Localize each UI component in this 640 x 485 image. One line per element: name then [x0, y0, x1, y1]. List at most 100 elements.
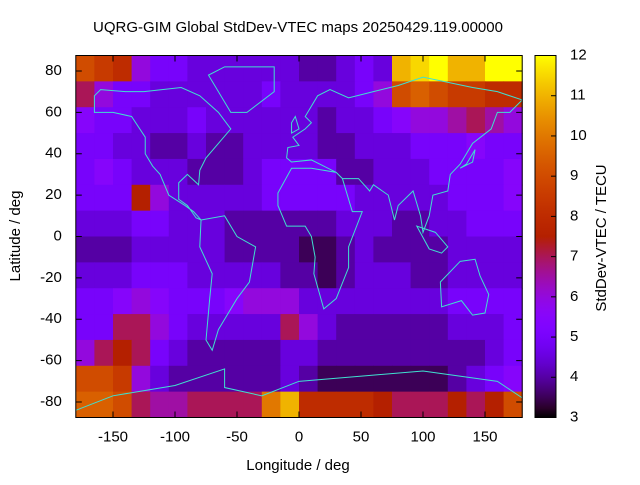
heatmap-cell: [75, 262, 95, 289]
heatmap-cell: [373, 55, 393, 82]
heatmap-cell: [410, 158, 430, 186]
heatmap-cell: [429, 184, 449, 212]
heatmap-cell: [447, 81, 467, 108]
heatmap-cell: [168, 314, 188, 341]
heatmap-cell: [280, 55, 300, 82]
heatmap-cell: [299, 288, 319, 315]
heatmap-cell: [447, 391, 467, 418]
heatmap-cell: [75, 133, 95, 160]
heatmap-cell: [299, 339, 319, 367]
heatmap-cell: [131, 158, 151, 186]
heatmap-cell: [373, 314, 393, 341]
heatmap-cell: [243, 107, 263, 134]
heatmap-cell: [336, 133, 356, 160]
heatmap-cell: [113, 184, 133, 212]
heatmap-cell: [503, 133, 523, 160]
heatmap-cell: [131, 236, 151, 263]
heatmap-cell: [466, 236, 486, 263]
heatmap-cell: [261, 158, 281, 186]
heatmap-cell: [336, 210, 356, 237]
heatmap-cell: [336, 339, 356, 367]
heatmap-cell: [224, 81, 244, 108]
heatmap-cell: [317, 288, 337, 315]
heatmap-cell: [150, 391, 170, 418]
heatmap-cell: [373, 158, 393, 186]
heatmap: [75, 55, 523, 418]
heatmap-cell: [447, 339, 467, 367]
heatmap-cell: [243, 158, 263, 186]
heatmap-cell: [503, 236, 523, 263]
heatmap-cell: [429, 81, 449, 108]
heatmap-cell: [224, 314, 244, 341]
heatmap-cell: [410, 107, 430, 134]
heatmap-cell: [410, 339, 430, 367]
heatmap-cell: [113, 107, 133, 134]
heatmap-cell: [447, 158, 467, 186]
heatmap-cell: [336, 391, 356, 418]
heatmap-cell: [280, 365, 300, 393]
coastlines: [76, 67, 522, 410]
colorbar-tick-label: 6: [570, 288, 578, 305]
heatmap-cell: [94, 81, 114, 108]
heatmap-cell: [206, 184, 226, 212]
heatmap-cell: [447, 365, 467, 393]
heatmap-cell: [131, 288, 151, 315]
x-tick-label: -50: [226, 428, 248, 445]
heatmap-cell: [113, 210, 133, 237]
heatmap-cell: [206, 158, 226, 186]
heatmap-cell: [503, 391, 523, 418]
heatmap-cell: [466, 262, 486, 289]
heatmap-cell: [392, 288, 412, 315]
heatmap-cell: [168, 55, 188, 82]
heatmap-cell: [410, 391, 430, 418]
heatmap-cell: [410, 365, 430, 393]
heatmap-cell: [168, 262, 188, 289]
y-tick-label: -40: [40, 310, 62, 327]
heatmap-cell: [485, 314, 505, 341]
heatmap-cell: [317, 314, 337, 341]
heatmap-cell: [373, 339, 393, 367]
heatmap-cell: [466, 365, 486, 393]
y-tick-label: 40: [45, 145, 62, 162]
heatmap-cell: [354, 55, 374, 82]
colorbar-tick-label: 5: [570, 328, 578, 345]
heatmap-cell: [429, 236, 449, 263]
heatmap-cell: [317, 236, 337, 263]
heatmap-cell: [113, 158, 133, 186]
y-tick-label: 0: [53, 227, 61, 244]
heatmap-cell: [503, 288, 523, 315]
heatmap-cell: [150, 133, 170, 160]
heatmap-cell: [75, 184, 95, 212]
heatmap-cell: [466, 391, 486, 418]
heatmap-cell: [447, 184, 467, 212]
chart-title: UQRG-GIM Global StdDev-VTEC maps 2025042…: [93, 19, 503, 36]
coastline: [200, 216, 256, 350]
heatmap-cell: [94, 262, 114, 289]
heatmap-cell: [113, 391, 133, 418]
heatmap-cell: [503, 365, 523, 393]
y-tick-label: -80: [40, 393, 62, 410]
heatmap-cell: [94, 158, 114, 186]
heatmap-cell: [187, 288, 207, 315]
heatmap-cell: [168, 288, 188, 315]
heatmap-cell: [224, 236, 244, 263]
heatmap-cell: [354, 339, 374, 367]
y-tick-label: 60: [45, 103, 62, 120]
heatmap-cell: [224, 133, 244, 160]
heatmap-cell: [206, 391, 226, 418]
heatmap-cell: [317, 107, 337, 134]
heatmap-cell: [466, 55, 486, 82]
heatmap-cell: [150, 339, 170, 367]
heatmap-cell: [485, 365, 505, 393]
heatmap-cell: [94, 339, 114, 367]
x-tick-label: 50: [353, 428, 370, 445]
heatmap-cell: [113, 81, 133, 108]
heatmap-cell: [392, 391, 412, 418]
heatmap-cell: [75, 107, 95, 134]
heatmap-cell: [392, 107, 412, 134]
colorbar-tick-label: 3: [570, 408, 578, 425]
heatmap-cell: [131, 210, 151, 237]
heatmap-cell: [299, 55, 319, 82]
heatmap-cell: [317, 391, 337, 418]
heatmap-cell: [429, 365, 449, 393]
